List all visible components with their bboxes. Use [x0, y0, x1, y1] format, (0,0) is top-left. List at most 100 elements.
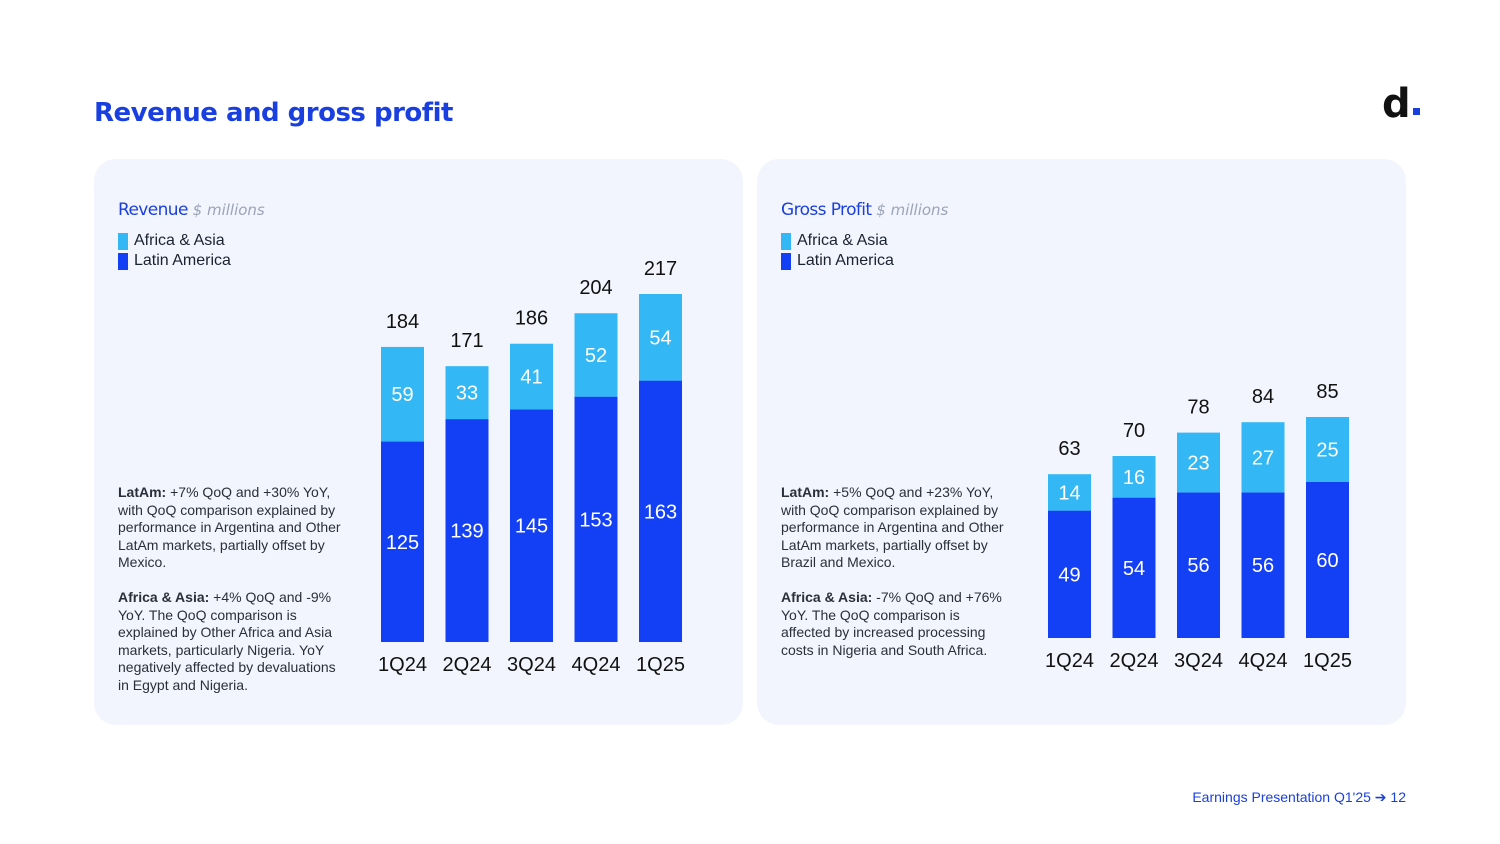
legend-label-latin-america: Latin America — [134, 252, 231, 269]
revenue-commentary: LatAm: +7% QoQ and +30% YoY, with QoQ co… — [118, 484, 348, 712]
revenue-bar-latin-america-4q24 — [574, 396, 618, 642]
legend-label-africa-asia: Africa & Asia — [134, 232, 225, 249]
revenue-label-latin-america-3q24: 145 — [515, 516, 548, 538]
legend-swatch-africa-asia — [781, 232, 791, 250]
gross-profit-x-tick-1q24: 1Q24 — [1045, 650, 1094, 672]
revenue-total-label-1q25: 217 — [644, 258, 677, 280]
gross-profit-note-africa-asia-label: Africa & Asia: — [781, 589, 873, 605]
gross-profit-note-africa-asia: Africa & Asia: -7% QoQ and +76% YoY. The… — [781, 589, 1011, 659]
revenue-total-label-1q24: 184 — [386, 311, 419, 333]
revenue-x-tick-1q25: 1Q25 — [636, 654, 685, 676]
revenue-label-africa-asia-2q24: 33 — [456, 383, 478, 405]
revenue-note-africa-asia: Africa & Asia: +4% QoQ and -9% YoY. The … — [118, 589, 348, 694]
revenue-panel: Revenue $ millions Africa & Asia Latin A… — [94, 159, 743, 725]
gross-profit-x-tick-2q24: 2Q24 — [1110, 650, 1159, 672]
legend-item-africa-asia: Africa & Asia — [118, 231, 231, 251]
company-logo: d — [1382, 81, 1411, 127]
gross-profit-bar-africa-asia-3q24 — [1177, 432, 1220, 493]
legend-item-africa-asia: Africa & Asia — [781, 231, 894, 251]
gross-profit-note-latam-label: LatAm: — [781, 484, 830, 500]
revenue-note-latam-label: LatAm: — [118, 484, 167, 500]
gross-profit-heading: Gross Profit $ millions — [781, 200, 948, 220]
page-title: Revenue and gross profit — [94, 98, 453, 128]
gross-profit-label-africa-asia-3q24: 23 — [1187, 453, 1209, 475]
revenue-bar-latin-america-1q24 — [381, 441, 424, 642]
revenue-heading-label: Revenue — [118, 200, 188, 220]
gross-profit-note-africa-asia-text: -7% QoQ and +76% YoY. The QoQ comparison… — [781, 589, 1002, 658]
gross-profit-label-latin-america-1q24: 49 — [1058, 564, 1080, 586]
revenue-bar-africa-asia-1q25 — [639, 294, 682, 381]
footer-label: Earnings Presentation Q1'25 ➔ — [1192, 789, 1387, 805]
revenue-x-tick-1q24: 1Q24 — [378, 654, 427, 676]
revenue-label-latin-america-1q24: 125 — [386, 532, 419, 554]
legend-label-africa-asia: Africa & Asia — [797, 232, 888, 249]
gross-profit-x-tick-4q24: 4Q24 — [1239, 650, 1288, 672]
gross-profit-label-africa-asia-1q24: 14 — [1058, 482, 1080, 504]
gross-profit-total-label-1q25: 85 — [1316, 381, 1338, 403]
revenue-label-latin-america-2q24: 139 — [450, 521, 483, 543]
revenue-total-label-2q24: 171 — [450, 330, 483, 352]
page-number: 12 — [1390, 789, 1406, 805]
revenue-note-latam-text: +7% QoQ and +30% YoY, with QoQ compariso… — [118, 484, 341, 570]
revenue-label-africa-asia-3q24: 41 — [520, 367, 542, 389]
footer: Earnings Presentation Q1'25 ➔ 12 — [1192, 789, 1406, 806]
revenue-label-latin-america-1q25: 163 — [644, 501, 677, 523]
gross-profit-total-label-4q24: 84 — [1252, 386, 1274, 408]
gross-profit-x-tick-1q25: 1Q25 — [1303, 650, 1352, 672]
gross-profit-note-latam-text: +5% QoQ and +23% YoY, with QoQ compariso… — [781, 484, 1004, 570]
gross-profit-panel: Gross Profit $ millions Africa & Asia La… — [757, 159, 1406, 725]
revenue-bar-africa-asia-2q24 — [445, 366, 489, 420]
revenue-chart: 125 59 184 1Q24 139 33 171 2Q24 145 41 186 3Q24 153 5… — [378, 258, 685, 676]
logo-dot-icon — [1413, 108, 1420, 115]
gross-profit-bar-africa-asia-1q25 — [1306, 417, 1349, 482]
gross-profit-label-africa-asia-1q25: 25 — [1316, 440, 1338, 462]
revenue-label-africa-asia-4q24: 52 — [585, 345, 607, 367]
gross-profit-bar-latin-america-1q24 — [1048, 510, 1091, 638]
gross-profit-total-label-3q24: 78 — [1187, 397, 1209, 419]
revenue-heading: Revenue $ millions — [118, 200, 265, 220]
revenue-bar-africa-asia-3q24 — [510, 343, 553, 410]
gross-profit-total-label-2q24: 70 — [1123, 420, 1145, 442]
revenue-label-africa-asia-1q24: 59 — [391, 384, 413, 406]
gross-profit-bar-latin-america-1q25 — [1306, 482, 1349, 638]
revenue-legend: Africa & Asia Latin America — [118, 231, 231, 271]
revenue-bar-africa-asia-4q24 — [574, 313, 618, 397]
revenue-x-tick-3q24: 3Q24 — [507, 654, 556, 676]
revenue-bar-latin-america-1q25 — [639, 380, 682, 642]
revenue-x-tick-4q24: 4Q24 — [572, 654, 621, 676]
gross-profit-chart: 49 14 63 1Q24 54 16 70 2Q24 56 23 78 3Q24 56 27 84 4Q24… — [1045, 381, 1352, 672]
gross-profit-label-latin-america-2q24: 54 — [1123, 558, 1145, 580]
gross-profit-note-latam: LatAm: +5% QoQ and +23% YoY, with QoQ co… — [781, 484, 1011, 572]
revenue-label-africa-asia-1q25: 54 — [649, 327, 671, 349]
revenue-total-label-4q24: 204 — [579, 277, 612, 299]
revenue-x-tick-2q24: 2Q24 — [443, 654, 492, 676]
gross-profit-label-africa-asia-4q24: 27 — [1252, 447, 1274, 469]
legend-swatch-africa-asia — [118, 232, 128, 250]
revenue-note-africa-asia-text: +4% QoQ and -9% YoY. The QoQ comparison … — [118, 589, 336, 693]
gross-profit-label-latin-america-1q25: 60 — [1316, 550, 1338, 572]
gross-profit-bar-africa-asia-1q24 — [1048, 474, 1091, 511]
gross-profit-heading-label: Gross Profit — [781, 200, 872, 220]
gross-profit-bar-africa-asia-2q24 — [1112, 456, 1156, 498]
revenue-note-africa-asia-label: Africa & Asia: — [118, 589, 210, 605]
gross-profit-label-africa-asia-2q24: 16 — [1123, 467, 1145, 489]
revenue-label-latin-america-4q24: 153 — [579, 509, 612, 531]
revenue-note-latam: LatAm: +7% QoQ and +30% YoY, with QoQ co… — [118, 484, 348, 572]
gross-profit-unit-label: $ millions — [876, 201, 949, 219]
legend-swatch-latin-america — [781, 252, 791, 270]
legend-item-latin-america: Latin America — [118, 251, 231, 271]
gross-profit-commentary: LatAm: +5% QoQ and +23% YoY, with QoQ co… — [781, 484, 1011, 677]
revenue-bar-latin-america-3q24 — [510, 409, 553, 642]
gross-profit-bar-latin-america-3q24 — [1177, 492, 1220, 638]
gross-profit-x-tick-3q24: 3Q24 — [1174, 650, 1223, 672]
revenue-unit-label: $ millions — [192, 201, 265, 219]
gross-profit-bar-latin-america-4q24 — [1241, 492, 1285, 638]
gross-profit-bar-africa-asia-4q24 — [1241, 422, 1285, 493]
legend-label-latin-america: Latin America — [797, 252, 894, 269]
revenue-bar-africa-asia-1q24 — [381, 346, 424, 442]
revenue-total-label-3q24: 186 — [515, 308, 548, 330]
gross-profit-bar-latin-america-2q24 — [1112, 497, 1156, 638]
legend-swatch-latin-america — [118, 252, 128, 270]
gross-profit-legend: Africa & Asia Latin America — [781, 231, 894, 271]
revenue-bar-latin-america-2q24 — [445, 419, 489, 642]
